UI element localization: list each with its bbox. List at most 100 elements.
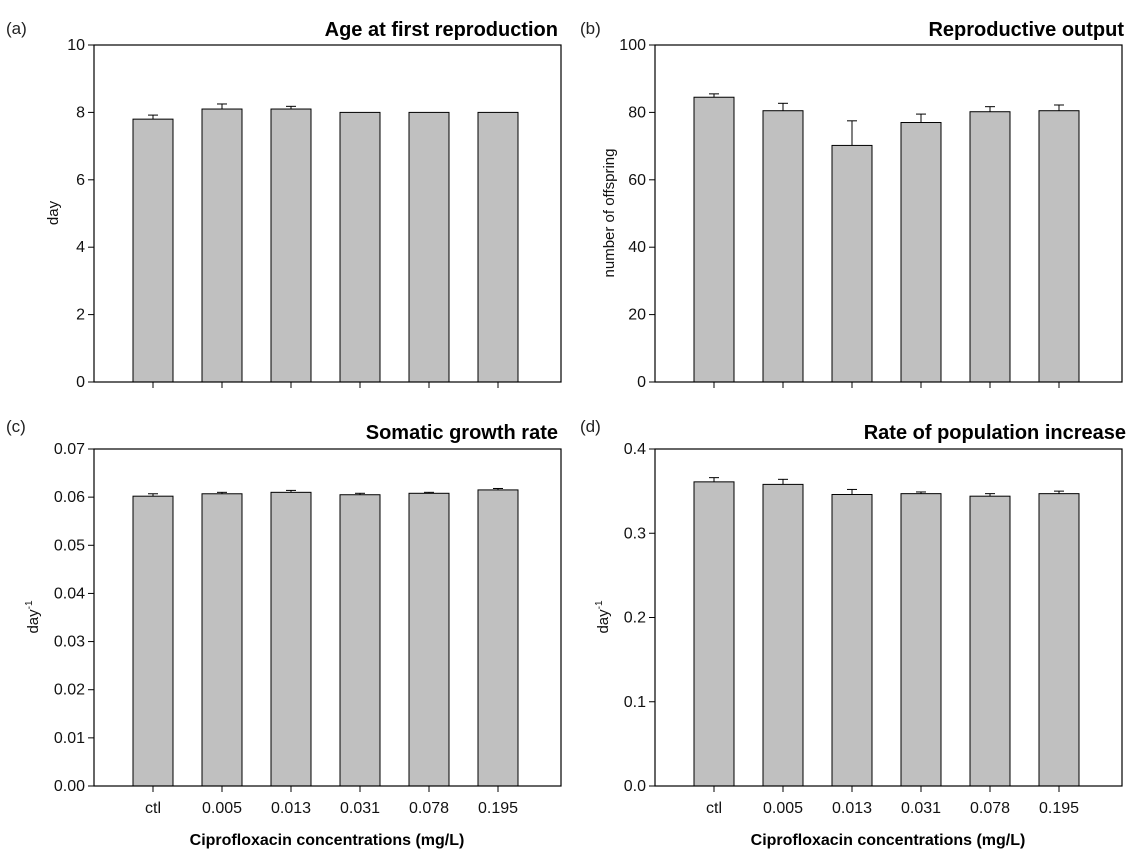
panel-b-yticks: 0 20 40 60 80 100: [619, 37, 655, 391]
panel-d-ylabel-text: day: [595, 609, 612, 634]
panel-d-ylabel-sup: -1: [594, 600, 605, 609]
y-tick-label: 40: [628, 239, 646, 256]
panel-a-frame: [93, 44, 562, 383]
panel-a-title: Age at first reproduction: [325, 19, 558, 41]
panel-b-bars: [693, 93, 1080, 383]
y-tick-label: 0.0: [624, 778, 646, 795]
panel-a-ylabel: day: [45, 200, 62, 225]
panel-c-xlabel: Ciprofloxacin concentrations (mg/L): [190, 832, 465, 849]
bar: [969, 495, 1011, 787]
bar: [900, 493, 942, 787]
panel-c-title: Somatic growth rate: [366, 422, 558, 444]
panel-b: (b) Reproductive output number of offspr…: [580, 19, 1124, 391]
x-tick-label: 0.005: [202, 800, 242, 817]
panel-d-title: Rate of population increase: [864, 422, 1126, 444]
panel-b-title: Reproductive output: [928, 19, 1124, 41]
panel-b-frame: [654, 44, 1123, 383]
bar: [831, 144, 873, 383]
x-tick-label: 0.013: [832, 800, 872, 817]
y-tick-label: 0.03: [54, 634, 85, 651]
panel-b-ylabel: number of offspring: [601, 149, 618, 278]
y-tick-label: 0.1: [624, 694, 646, 711]
y-tick-label: 20: [628, 307, 646, 324]
bar: [408, 111, 450, 383]
y-tick-label: 0.4: [624, 441, 646, 458]
y-tick-label: 6: [76, 172, 85, 189]
bar: [969, 111, 1011, 383]
panel-d: (d) Rate of population increase day-1 0.…: [580, 417, 1126, 849]
y-tick-label: 2: [76, 307, 85, 324]
panel-d-ylabel: day-1: [594, 600, 612, 634]
y-tick-label: 0.2: [624, 610, 646, 627]
x-tick-label: ctl: [145, 800, 161, 817]
y-tick-label: 0.01: [54, 730, 85, 747]
y-tick-label: 0.07: [54, 441, 85, 458]
bar: [900, 122, 942, 383]
bar: [201, 108, 243, 383]
panel-d-bars: [693, 477, 1080, 787]
y-tick-label: 8: [76, 104, 85, 121]
bar: [339, 494, 381, 787]
bar: [408, 492, 450, 787]
x-tick-label: 0.031: [901, 800, 941, 817]
bar: [762, 110, 804, 383]
panel-d-label: (d): [580, 417, 601, 436]
x-tick-label: 0.005: [763, 800, 803, 817]
bar: [477, 111, 519, 383]
y-tick-label: 0: [637, 374, 646, 391]
panel-a-bars: [132, 103, 519, 383]
panel-d-xlabel: Ciprofloxacin concentrations (mg/L): [751, 832, 1026, 849]
y-tick-label: 4: [76, 239, 85, 256]
y-tick-label: 0.05: [54, 537, 85, 554]
panel-c-ylabel: day-1: [24, 600, 42, 634]
x-tick-label: 0.078: [970, 800, 1010, 817]
panel-a: (a) Age at first reproduction day 0 2 4 6 8 1…: [6, 19, 562, 391]
panel-b-ylabel-text: number of offspring: [601, 149, 618, 278]
panel-a-yticks: 0 2 4 6 8 10: [67, 37, 94, 391]
panel-c-yticks: 0.00 0.01 0.02 0.03 0.04 0.05 0.06 0.07: [54, 441, 94, 795]
bar: [831, 493, 873, 787]
panel-c: (c) Somatic growth rate day-1 0.000.010.…: [6, 417, 562, 849]
y-tick-label: 0.06: [54, 489, 85, 506]
panel-c-bars: [132, 487, 519, 787]
y-tick-label: 0.00: [54, 778, 85, 795]
y-tick-label: 100: [619, 37, 646, 54]
bar: [339, 111, 381, 383]
panel-d-frame: [654, 448, 1123, 787]
bar: [1038, 493, 1080, 787]
bar: [762, 483, 804, 787]
x-tick-label: 0.013: [271, 800, 311, 817]
y-tick-label: 0.02: [54, 682, 85, 699]
y-tick-label: 80: [628, 104, 646, 121]
x-tick-label: ctl: [706, 800, 722, 817]
panel-c-label: (c): [6, 417, 26, 436]
panel-d-xticks: ctl 0.005 0.013 0.031 0.078 0.195: [706, 786, 1079, 817]
bar: [132, 495, 174, 787]
panel-b-label: (b): [580, 19, 601, 38]
bar: [132, 118, 174, 383]
x-tick-label: 0.195: [478, 800, 518, 817]
bar: [270, 108, 312, 383]
bar: [477, 489, 519, 787]
y-tick-label: 0: [76, 374, 85, 391]
panel-c-frame: [93, 448, 562, 787]
x-tick-label: 0.031: [340, 800, 380, 817]
x-tick-label: 0.078: [409, 800, 449, 817]
bar: [270, 491, 312, 787]
y-tick-label: 60: [628, 172, 646, 189]
bar: [1038, 110, 1080, 383]
panel-a-ylabel-text: day: [45, 200, 62, 225]
panel-c-ylabel-text: day: [25, 609, 42, 634]
panel-a-label: (a): [6, 19, 27, 38]
bar: [693, 96, 735, 383]
panel-c-xticks: ctl 0.005 0.013 0.031 0.078 0.195: [145, 786, 518, 817]
y-tick-label: 0.04: [54, 585, 85, 602]
bar: [201, 493, 243, 787]
y-tick-label: 10: [67, 37, 85, 54]
y-tick-label: 0.3: [624, 525, 646, 542]
panel-a-xticks: [152, 382, 499, 388]
bar: [693, 481, 735, 787]
panel-b-xticks: [713, 382, 1060, 388]
x-tick-label: 0.195: [1039, 800, 1079, 817]
